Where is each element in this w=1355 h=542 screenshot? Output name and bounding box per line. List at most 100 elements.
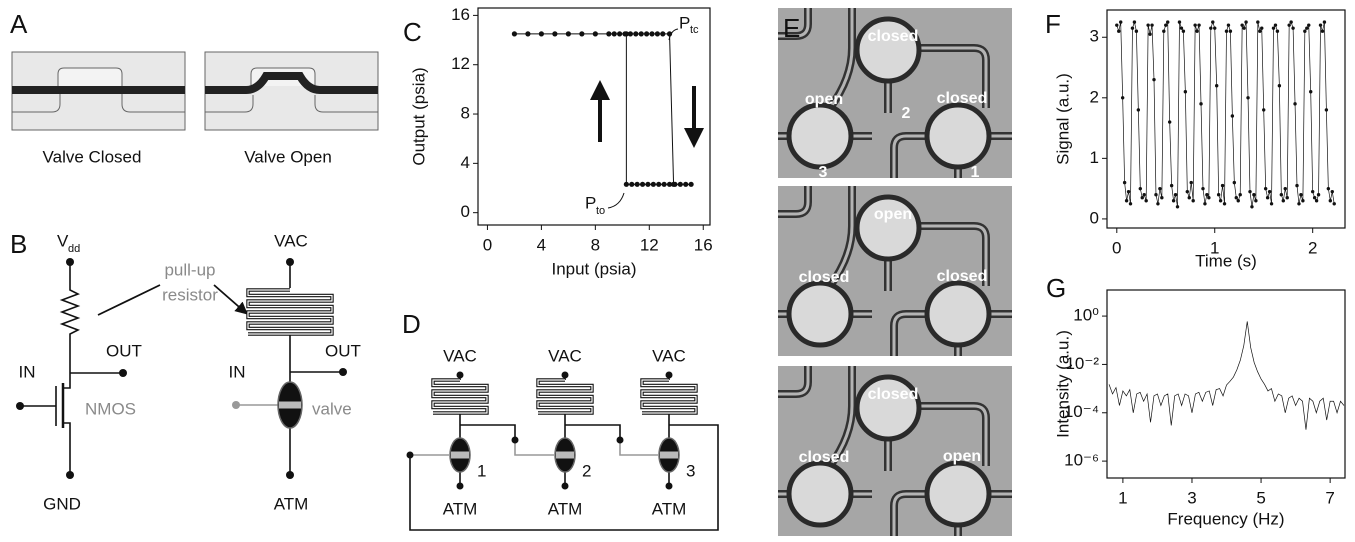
point (1121, 96, 1124, 99)
y-axis-label: Intensity (a.u.) (1053, 330, 1072, 438)
point (645, 182, 650, 187)
point (1311, 190, 1314, 193)
valve-band (451, 452, 469, 459)
point (1207, 196, 1210, 199)
point (1248, 190, 1251, 193)
point (1211, 20, 1214, 23)
point (1331, 190, 1334, 193)
point (1329, 199, 1332, 202)
point (1323, 20, 1326, 23)
point (579, 31, 584, 36)
point (1156, 202, 1159, 205)
y-tick-label: 3 (1090, 27, 1099, 46)
node (457, 483, 464, 490)
point (656, 182, 661, 187)
point (1150, 23, 1153, 26)
x-tick-label: 7 (1325, 488, 1334, 507)
y-tick-label: 2 (1090, 87, 1099, 106)
annotation-subscript: tc (690, 24, 699, 36)
point (1315, 199, 1318, 202)
point (1295, 184, 1298, 187)
atm-label: ATM (443, 499, 478, 518)
atm-label: ATM (274, 494, 309, 513)
point (633, 31, 638, 36)
point (1307, 23, 1310, 26)
x-tick-label: 0 (483, 235, 492, 254)
gnd-label: GND (43, 494, 81, 513)
point (1133, 20, 1136, 23)
y-tick-label: 10⁻⁶ (1064, 451, 1099, 470)
out-label: OUT (106, 341, 142, 360)
in-label: IN (229, 362, 246, 381)
vdd-subscript: dd (68, 243, 80, 255)
point (512, 31, 517, 36)
caption: Valve Open (244, 147, 332, 166)
point (1125, 199, 1128, 202)
panel-label: C (403, 17, 422, 47)
valve-number: 1 (971, 164, 980, 181)
point (1244, 20, 1247, 23)
point (539, 31, 544, 36)
point (1180, 26, 1183, 29)
panel-label: A (10, 9, 28, 39)
point (629, 182, 634, 187)
series-line (1117, 22, 1334, 207)
point (1217, 193, 1220, 196)
point (1184, 90, 1187, 93)
point (1313, 196, 1316, 199)
point (1266, 196, 1269, 199)
point (1321, 29, 1324, 32)
point (1195, 29, 1198, 32)
point (1299, 193, 1302, 196)
atm-label: ATM (652, 499, 687, 518)
valve-closed (12, 52, 185, 130)
serpentine-resistor (433, 380, 487, 413)
x-axis-label: Frequency (Hz) (1167, 509, 1284, 528)
valve-band (660, 452, 678, 459)
valve-number: 2 (902, 105, 911, 122)
point (1119, 20, 1122, 23)
point (1193, 23, 1196, 26)
point (1141, 196, 1144, 199)
valve-state: open (805, 91, 843, 108)
point (1237, 199, 1240, 202)
point (1274, 23, 1277, 26)
valve-label: valve (312, 399, 352, 418)
point (1309, 90, 1312, 93)
caption: Valve Closed (43, 147, 142, 166)
y-tick-label: 4 (461, 153, 470, 172)
point (1199, 102, 1202, 105)
serpentine-resistor (538, 380, 592, 413)
point (1176, 205, 1179, 208)
x-tick-label: 0 (1112, 238, 1121, 257)
point (1239, 193, 1242, 196)
point (566, 31, 571, 36)
panel-label: G (1046, 273, 1066, 303)
point (525, 31, 530, 36)
point (1242, 26, 1245, 29)
vac-label: VAC (443, 346, 477, 365)
point (1152, 78, 1155, 81)
point (552, 31, 557, 36)
valve-state: closed (868, 386, 919, 403)
annotation: P (585, 193, 596, 212)
x-tick-label: 1 (1118, 488, 1127, 507)
node (617, 437, 624, 444)
pullup-label: pull-up (164, 260, 215, 279)
point (1188, 196, 1191, 199)
pullup-label: resistor (162, 285, 218, 304)
point (1191, 199, 1194, 202)
point (1203, 202, 1206, 205)
point (1115, 23, 1118, 26)
valve-band (556, 452, 574, 459)
point (1154, 193, 1157, 196)
point (644, 31, 649, 36)
valve-state: open (943, 448, 981, 465)
point (667, 182, 672, 187)
point (1231, 114, 1234, 117)
node (407, 452, 414, 459)
x-tick-label: 5 (1256, 488, 1265, 507)
nmos-label: NMOS (85, 399, 136, 418)
point (1148, 33, 1151, 36)
point (689, 182, 694, 187)
